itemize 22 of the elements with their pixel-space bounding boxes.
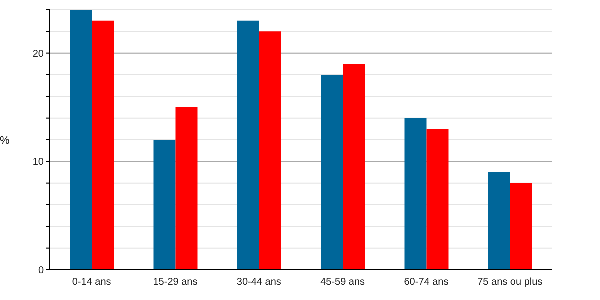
bar — [343, 64, 366, 270]
bar — [237, 20, 260, 270]
bar — [321, 75, 344, 270]
bar — [404, 118, 427, 270]
bar — [70, 10, 92, 270]
x-tick-label: 75 ans ou plus — [478, 277, 543, 288]
bar — [510, 183, 532, 270]
y-tick-label: 10 — [32, 157, 44, 168]
x-tick-label: 15-29 ans — [153, 277, 198, 288]
bar — [176, 108, 198, 270]
bar — [426, 129, 449, 270]
x-tick-label: 45-59 ans — [320, 277, 366, 288]
bar — [92, 20, 114, 270]
x-tick-label: 0-14 ans — [72, 277, 112, 288]
bar — [154, 140, 176, 270]
x-tick-label: 60-74 ans — [404, 277, 449, 288]
y-tick-label: 20 — [32, 48, 44, 60]
y-tick-label: 0 — [38, 266, 44, 277]
x-tick-label: 30-44 ans — [236, 277, 282, 288]
y-axis-title: % — [0, 134, 10, 147]
bar — [488, 172, 510, 270]
bar — [259, 32, 282, 270]
